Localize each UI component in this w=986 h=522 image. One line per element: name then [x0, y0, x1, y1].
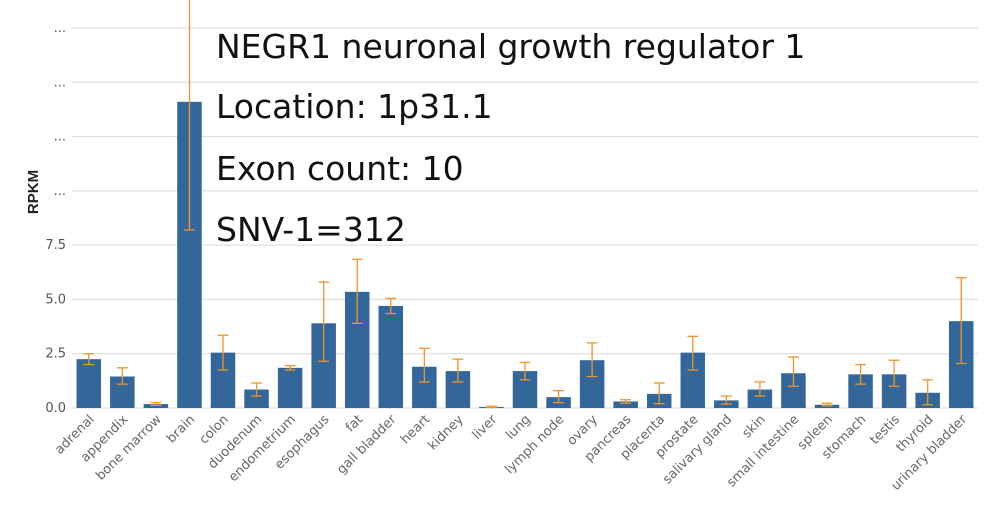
bar-adrenal — [76, 359, 102, 408]
y-tick-label: ... — [54, 75, 66, 90]
y-tick-label: 5.0 — [45, 292, 66, 307]
error-bar-heart — [418, 347, 430, 383]
error-bar-appendix — [116, 367, 128, 385]
error-bar-kidney — [452, 358, 464, 383]
x-tick-label: liver — [470, 412, 501, 443]
error-bar-urinary-bladder — [955, 277, 967, 365]
x-tick-label: kidney — [425, 412, 466, 453]
bar-endometrium — [277, 367, 303, 408]
error-bar-salivary-gland — [720, 395, 732, 405]
error-bars — [83, 0, 967, 409]
x-tick-label: lung — [503, 412, 534, 443]
error-bar-liver — [486, 405, 497, 409]
error-bar-skin — [754, 381, 766, 397]
error-bar-pancreas — [620, 399, 632, 404]
error-bar-stomach — [855, 363, 866, 385]
x-tick-label: lymph node — [502, 412, 567, 477]
error-bar-endometrium — [284, 365, 296, 371]
bar-bone-marrow — [143, 404, 169, 408]
gene-title: NEGR1 neuronal growth regulator 1 — [216, 27, 805, 66]
error-bar-adrenal — [83, 353, 95, 366]
y-tick-label: ... — [54, 21, 66, 36]
gene-exon-count: Exon count: 10 — [216, 149, 464, 188]
y-tick-label: 7.5 — [45, 238, 66, 253]
bar-gall-bladder — [378, 305, 404, 408]
y-tick-label: ... — [54, 184, 66, 199]
error-bar-thyroid — [922, 379, 934, 406]
y-tick-label: ... — [54, 130, 66, 145]
gridlines — [72, 27, 978, 409]
x-tick-label: brain — [164, 412, 198, 446]
error-bar-bone-marrow — [150, 401, 162, 407]
error-bar-prostate — [687, 335, 699, 371]
bar-pancreas — [613, 401, 638, 408]
error-bar-lung — [519, 361, 531, 381]
error-bar-duodenum — [251, 382, 262, 397]
y-tick-label: 0.0 — [45, 401, 66, 416]
y-axis-label: RPKM — [25, 170, 42, 214]
x-tick-label: gall bladder — [334, 412, 400, 478]
error-bar-lymph-node — [553, 389, 564, 404]
error-bar-colon — [217, 334, 229, 371]
gene-snv-count: SNV-1=312 — [216, 210, 406, 249]
error-bar-esophagus — [318, 281, 330, 362]
error-bar-ovary — [586, 342, 598, 378]
y-tick-label: 2.5 — [45, 347, 66, 362]
y-axis-ticks: 0.0 2.5 5.0 7.5............ — [45, 21, 66, 416]
error-bar-brain — [184, 0, 195, 231]
error-bar-small-intestine — [788, 356, 799, 387]
error-bar-fat — [351, 258, 363, 324]
gene-annotations: NEGR1 neuronal growth regulator 1 Locati… — [216, 27, 805, 249]
bar-skin — [747, 389, 773, 408]
bars — [76, 101, 974, 408]
x-tick-label: fat — [343, 412, 366, 435]
error-bar-spleen — [821, 402, 833, 407]
error-bar-gall-bladder — [385, 297, 397, 315]
gene-location: Location: 1p31.1 — [216, 87, 493, 126]
error-bar-placenta — [653, 382, 665, 405]
error-bar-testis — [888, 359, 900, 387]
x-tick-label: skin — [740, 412, 769, 441]
bar-duodenum — [244, 389, 269, 408]
